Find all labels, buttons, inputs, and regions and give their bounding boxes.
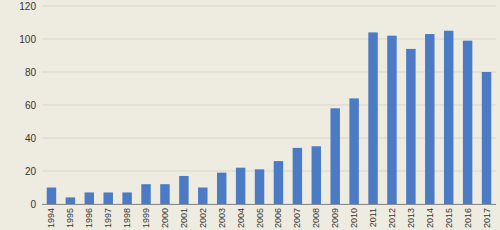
y-tick-label: 0 bbox=[30, 199, 36, 210]
y-tick-label: 100 bbox=[19, 34, 36, 45]
y-tick-label: 20 bbox=[25, 166, 37, 177]
bar bbox=[368, 32, 377, 204]
bar bbox=[425, 34, 434, 204]
bars bbox=[47, 31, 492, 204]
bar bbox=[312, 146, 321, 204]
bar bbox=[293, 148, 302, 204]
y-tick-label: 120 bbox=[19, 1, 36, 12]
y-tick-label: 60 bbox=[25, 100, 37, 111]
x-tick-label: 2017 bbox=[482, 208, 492, 228]
x-tick-label: 2012 bbox=[387, 208, 397, 228]
x-tick-label: 2011 bbox=[368, 208, 378, 227]
bar bbox=[255, 169, 264, 204]
x-tick-label: 2016 bbox=[463, 208, 473, 228]
bar bbox=[444, 31, 453, 204]
x-tick-label: 2007 bbox=[292, 208, 302, 228]
bar bbox=[160, 184, 169, 204]
bar bbox=[198, 188, 207, 205]
bar bbox=[179, 176, 188, 204]
bar bbox=[141, 184, 150, 204]
x-tick-label: 2013 bbox=[406, 208, 416, 228]
bar bbox=[387, 36, 396, 204]
x-axis-line bbox=[42, 204, 496, 205]
background bbox=[0, 0, 500, 230]
bar bbox=[463, 41, 472, 204]
grid-line bbox=[42, 6, 496, 7]
x-tick-label: 1998 bbox=[122, 208, 132, 228]
bar bbox=[103, 192, 112, 204]
x-tick-label: 2000 bbox=[160, 208, 170, 228]
bar bbox=[47, 188, 56, 205]
bar bbox=[85, 192, 94, 204]
x-tick-label: 2008 bbox=[311, 208, 321, 228]
x-tick-label: 2001 bbox=[179, 208, 189, 228]
x-tick-label: 2006 bbox=[273, 208, 283, 228]
y-tick-label: 40 bbox=[25, 133, 37, 144]
bar bbox=[217, 173, 226, 204]
bar bbox=[274, 161, 283, 204]
chart-svg: 0 20 40 60 80 100 120 1994 1995 1996 1997 1998 1999 2… bbox=[0, 0, 500, 230]
x-tick-label: 2004 bbox=[236, 208, 246, 228]
bar bbox=[349, 98, 358, 204]
x-tick-label: 1997 bbox=[103, 208, 113, 228]
bar bbox=[122, 192, 131, 204]
x-tick-label: 1995 bbox=[65, 208, 75, 228]
x-tick-label: 1996 bbox=[84, 208, 94, 228]
bar bbox=[482, 72, 491, 204]
x-tick-label: 1994 bbox=[46, 208, 56, 228]
bar bbox=[66, 197, 75, 204]
x-tick-label: 2015 bbox=[444, 208, 454, 228]
x-tick-label: 2014 bbox=[425, 208, 435, 228]
y-tick-label: 80 bbox=[25, 67, 37, 78]
bar bbox=[406, 49, 415, 204]
x-tick-label: 2003 bbox=[217, 208, 227, 228]
x-tick-label: 2005 bbox=[255, 208, 265, 228]
bar bbox=[236, 168, 245, 204]
x-tick-label: 2010 bbox=[349, 208, 359, 228]
x-tick-label: 2009 bbox=[330, 208, 340, 228]
x-tick-label: 1999 bbox=[141, 208, 151, 228]
chart-container: 0 20 40 60 80 100 120 1994 1995 1996 1997 1998 1999 2… bbox=[0, 0, 500, 230]
x-tick-label: 2002 bbox=[198, 208, 208, 228]
bar bbox=[330, 108, 339, 204]
